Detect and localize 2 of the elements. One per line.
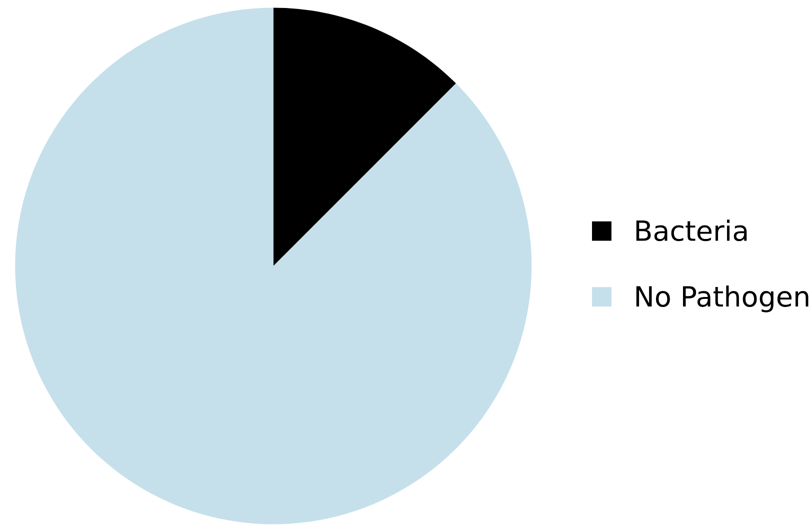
legend-label: Bacteria [636, 220, 747, 242]
legend-label: No Pathogen [636, 285, 808, 312]
